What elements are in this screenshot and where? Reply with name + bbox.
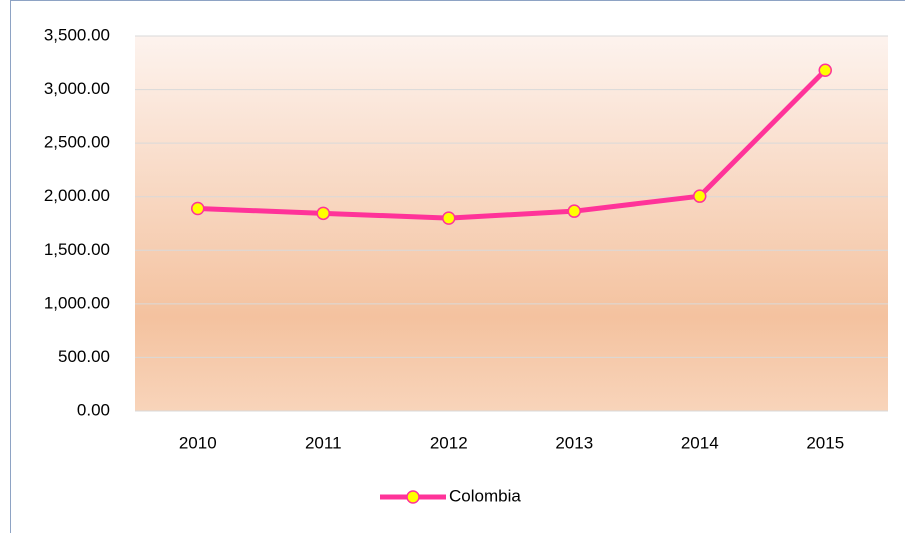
- y-tick-label: 0.00: [77, 400, 110, 419]
- y-tick-label: 3,000.00: [44, 79, 110, 98]
- x-tick-label: 2013: [555, 433, 593, 452]
- x-tick-label: 2012: [430, 433, 468, 452]
- y-tick-label: 3,500.00: [44, 25, 110, 44]
- legend-label: Colombia: [449, 486, 521, 505]
- x-tick-label: 2011: [305, 433, 342, 452]
- plot-area: [135, 36, 888, 411]
- data-point: [693, 189, 707, 203]
- y-tick-label: 1,500.00: [44, 240, 110, 259]
- y-tick-label: 2,000.00: [44, 186, 110, 205]
- y-tick-label: 500.00: [58, 347, 110, 366]
- data-point: [191, 201, 205, 216]
- x-tick-label: 2015: [806, 433, 844, 452]
- data-point: [567, 204, 581, 218]
- data-point: [316, 206, 330, 221]
- data-point: [818, 63, 832, 78]
- x-tick-label: 2014: [681, 433, 719, 452]
- data-point: [442, 211, 456, 225]
- series-line: [197, 68, 828, 221]
- y-tick-label: 1,000.00: [44, 293, 110, 312]
- x-tick-label: 2010: [179, 433, 217, 452]
- legend-marker: [406, 490, 420, 504]
- y-tick-label: 2,500.00: [44, 133, 110, 152]
